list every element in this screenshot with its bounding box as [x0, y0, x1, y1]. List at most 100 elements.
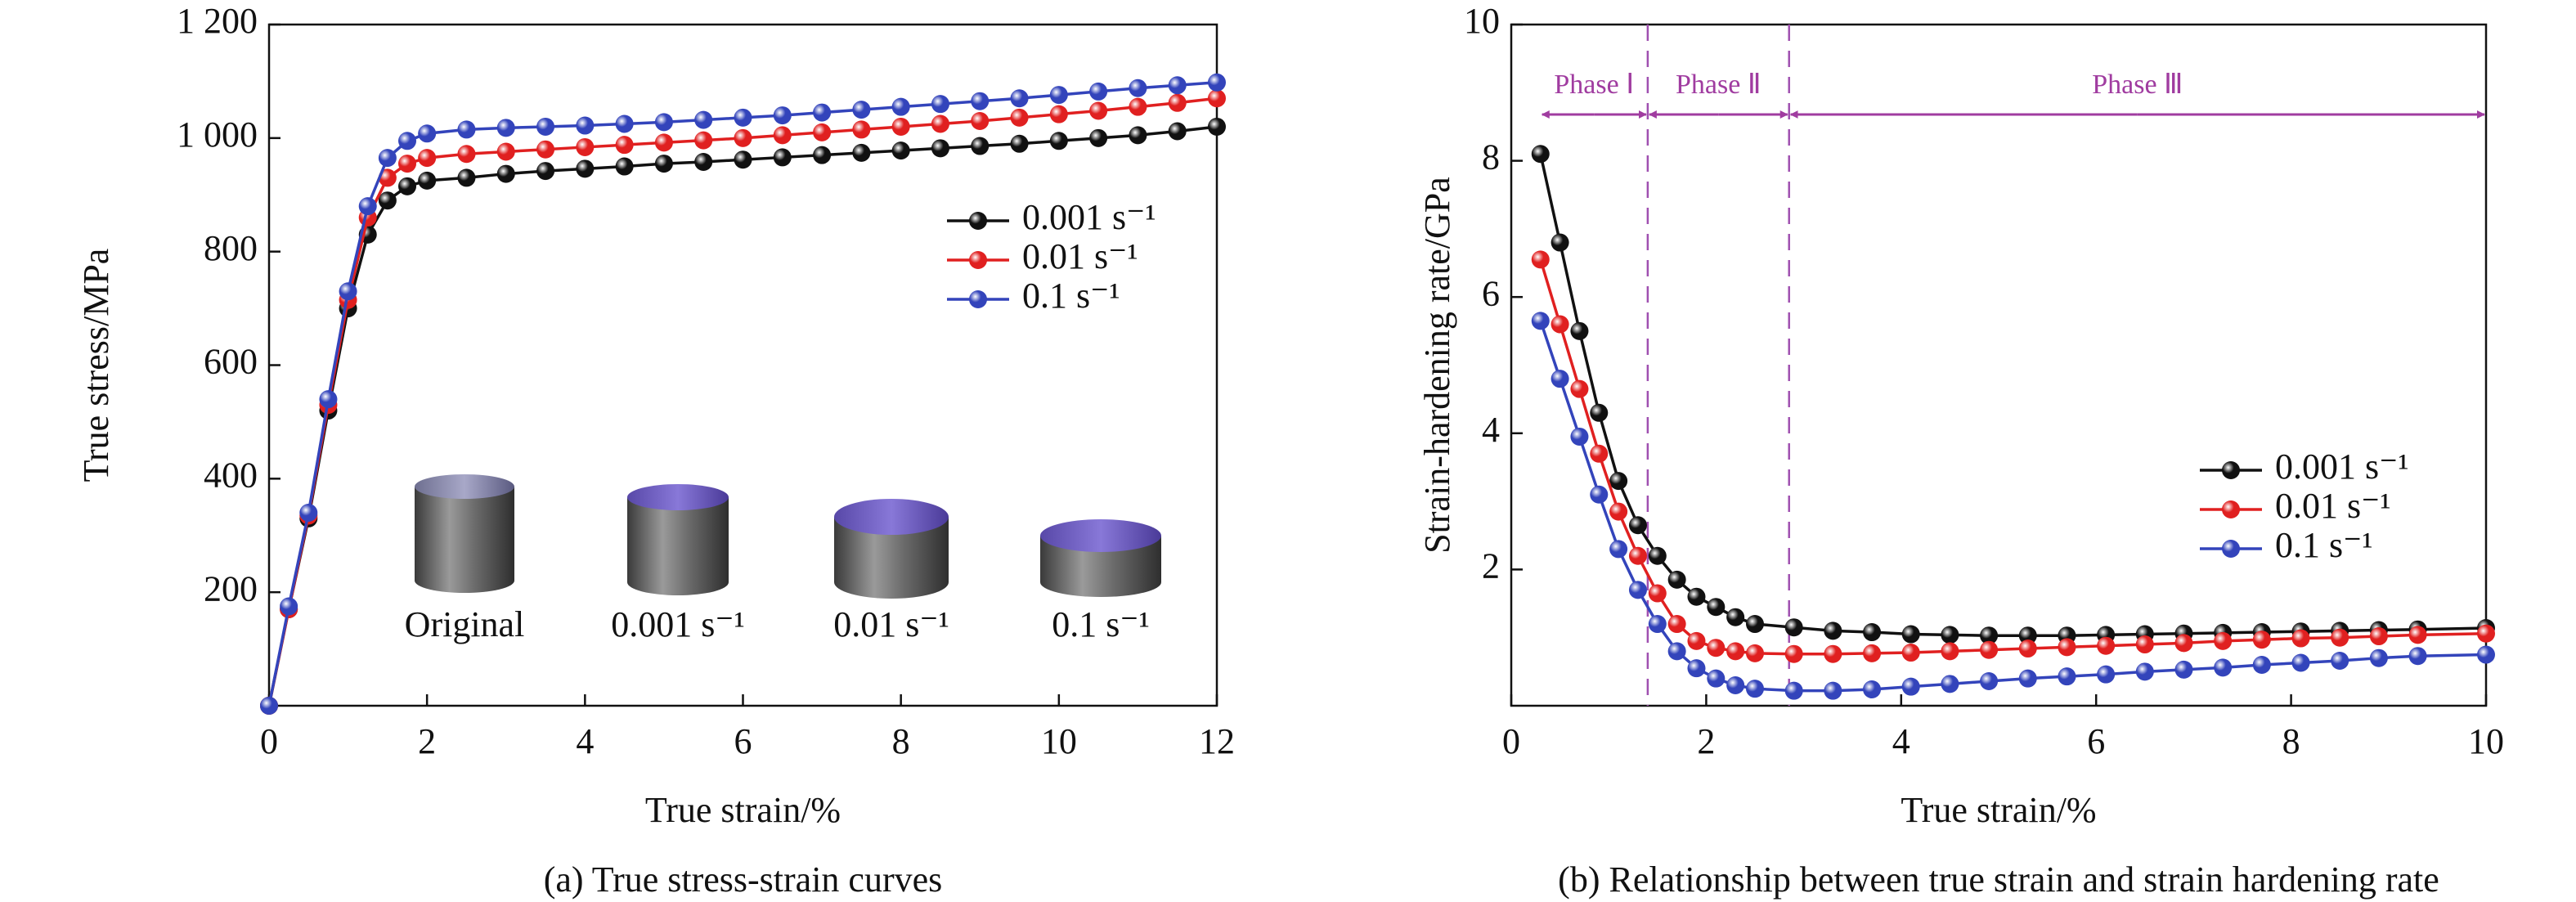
data-point [398, 177, 417, 195]
x-tick-label: 2 [418, 721, 436, 761]
phase-label: Phase Ⅱ [1676, 70, 1761, 100]
data-point [1590, 444, 1609, 463]
data-point [1863, 623, 1882, 642]
data-point [1824, 681, 1842, 700]
plot-frame [1510, 23, 2488, 707]
data-point [1590, 485, 1609, 504]
data-point [1609, 540, 1628, 559]
data-point [457, 120, 476, 139]
data-point [1726, 608, 1745, 626]
data-point [398, 155, 417, 173]
specimen-photos [415, 474, 1161, 599]
data-point [1129, 79, 1147, 97]
data-point [773, 148, 792, 167]
data-point [615, 136, 634, 155]
y-tick-label: 2 [1482, 545, 1500, 586]
data-point [536, 117, 555, 136]
data-point [1049, 86, 1068, 105]
data-point [496, 142, 515, 161]
data-point [1208, 117, 1226, 136]
data-point [1687, 631, 1706, 650]
data-point [1746, 644, 1764, 662]
data-point [1570, 321, 1589, 340]
x-tick-label: 2 [1697, 721, 1715, 761]
data-point [1941, 626, 1959, 644]
data-point [418, 149, 437, 168]
photo-label: Original [405, 604, 525, 644]
data-point [536, 162, 555, 181]
data-point [1531, 250, 1550, 269]
data-point [576, 116, 595, 135]
data-point [931, 139, 949, 158]
data-point [319, 390, 338, 409]
data-point [891, 141, 910, 160]
data-point [2097, 636, 2116, 655]
y-tick-label: 6 [1482, 273, 1500, 313]
data-point [971, 137, 990, 155]
data-point [2408, 647, 2427, 666]
data-point [1609, 502, 1628, 521]
photo-label: 0.001 s⁻¹ [611, 604, 745, 644]
data-point [1667, 642, 1686, 661]
data-point [2214, 658, 2233, 677]
data-point [1208, 73, 1226, 92]
data-point [378, 191, 397, 210]
data-point [2477, 645, 2495, 664]
data-point [1707, 598, 1726, 617]
y-tick-label: 800 [204, 228, 258, 268]
legend-marker [2222, 461, 2240, 479]
data-point [2291, 629, 2310, 648]
x-tick-label: 0 [260, 721, 278, 761]
data-point [1089, 128, 1108, 147]
legend-marker [2222, 540, 2240, 558]
data-point [654, 133, 673, 152]
caption: (a) True stress-strain curves [544, 859, 943, 900]
data-point [694, 110, 713, 129]
data-point [1901, 644, 1920, 662]
data-point [1129, 126, 1147, 145]
data-point [2214, 631, 2233, 650]
data-point [654, 113, 673, 132]
data-point [654, 155, 673, 173]
data-point [971, 112, 990, 131]
data-point [1648, 615, 1667, 634]
x-tick-label: 4 [576, 721, 594, 761]
y-tick-label: 1 200 [177, 1, 258, 41]
data-point [694, 152, 713, 171]
specimen [627, 497, 729, 595]
data-point [1168, 93, 1187, 112]
data-point [1707, 669, 1726, 688]
legend-label: 0.001 s⁻¹ [2275, 447, 2409, 487]
data-point [852, 120, 871, 139]
data-point [2018, 669, 2037, 688]
data-point [496, 164, 515, 183]
y-tick-label: 200 [204, 568, 258, 608]
data-point [1784, 618, 1803, 637]
x-axis-label: True strain/% [645, 790, 841, 830]
data-point [2058, 667, 2076, 686]
data-point [457, 168, 476, 187]
data-point [1570, 427, 1589, 446]
data-point [358, 197, 377, 216]
specimen-top [627, 484, 729, 510]
data-point [734, 128, 752, 147]
data-point [576, 137, 595, 156]
data-point [2018, 626, 2037, 645]
data-point [1824, 622, 1842, 640]
data-point [260, 697, 278, 715]
data-point [2252, 631, 2271, 649]
phase-label: Phase Ⅲ [2092, 70, 2183, 100]
data-point [931, 95, 949, 114]
data-point [1746, 615, 1764, 634]
data-point [1863, 680, 1882, 699]
data-point [1010, 134, 1029, 153]
y-tick-label: 8 [1482, 137, 1500, 177]
data-point [2135, 635, 2154, 654]
data-point [1551, 315, 1569, 334]
data-point [2369, 627, 2388, 646]
data-point [1648, 584, 1667, 603]
legend-marker [2222, 500, 2240, 518]
data-point [2097, 665, 2116, 684]
